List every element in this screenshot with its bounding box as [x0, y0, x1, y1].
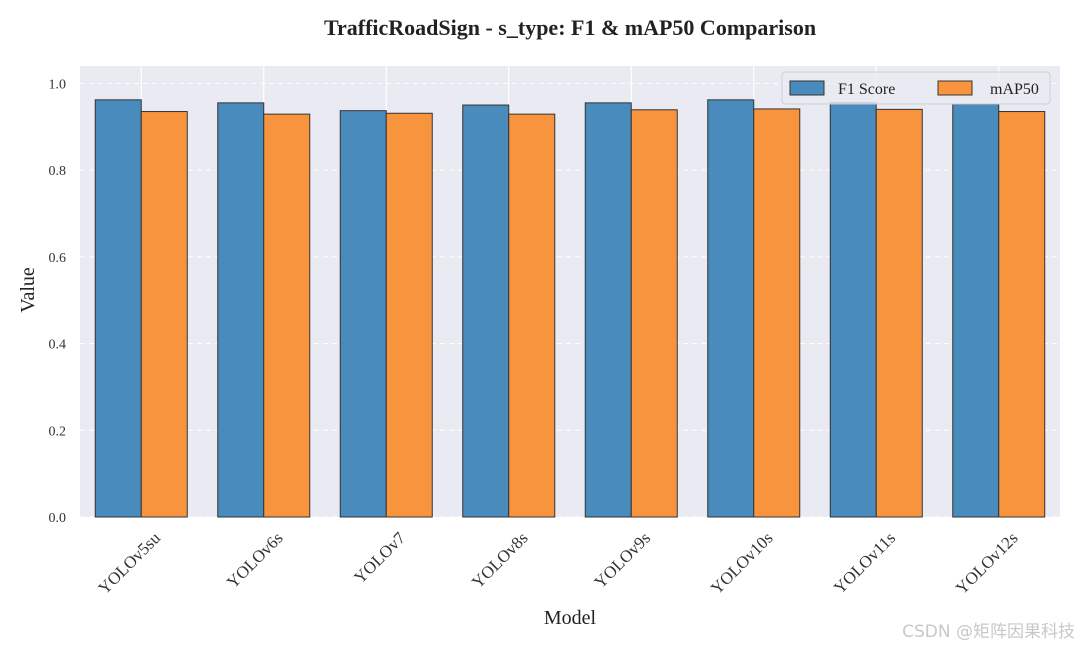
- x-tick-label: YOLOv10s: [707, 528, 777, 598]
- y-tick-label: 0.2: [49, 424, 67, 439]
- x-tick-label: YOLOv7: [350, 528, 409, 587]
- bar-f1-score-yolov12s: [952, 103, 1000, 518]
- legend-label: mAP50: [990, 81, 1039, 98]
- chart-title: TrafficRoadSign - s_type: F1 & mAP50 Com…: [324, 15, 816, 40]
- bar-f1-score-yolov9s: [584, 102, 632, 518]
- y-tick-label: 0.6: [49, 251, 67, 266]
- bar-f1-score-yolov7: [339, 110, 387, 518]
- bar-map50-yolov7: [385, 112, 433, 518]
- bar-map50-yolov6s: [263, 113, 311, 518]
- legend-swatch-map50: [937, 80, 973, 96]
- plot-area: 0.0 0.2 0.4 0.6 0.8 1.0 YOLOv5su YOLOv6s YOLOv7 Y…: [49, 66, 1060, 598]
- bar-f1-score-yolov10s: [707, 99, 755, 518]
- bar-f1-score-yolov5su: [94, 99, 142, 518]
- bar-map50-yolov5su: [140, 111, 188, 518]
- x-axis-label: Model: [544, 607, 597, 629]
- y-tick-label: 0.4: [49, 338, 67, 353]
- bar-f1-score-yolov11s: [829, 102, 877, 518]
- legend-label: F1 Score: [838, 81, 895, 98]
- x-tick-label: YOLOv12s: [952, 528, 1022, 598]
- x-tick-label: YOLOv5su: [95, 528, 165, 598]
- y-tick-label: 0.0: [49, 511, 67, 526]
- bar-map50-yolov12s: [998, 111, 1046, 518]
- x-tick-label: YOLOv8s: [468, 528, 532, 592]
- bar-f1-score-yolov8s: [462, 104, 510, 518]
- legend-swatch-f1-score: [789, 80, 825, 96]
- x-tick-label: YOLOv6s: [223, 528, 287, 592]
- y-tick-label: 1.0: [49, 77, 67, 92]
- legend-box: [781, 71, 1051, 105]
- bar-f1-score-yolov6s: [217, 102, 265, 518]
- bar-map50-yolov11s: [875, 108, 923, 518]
- bar-map50-yolov10s: [753, 108, 801, 518]
- x-tick-label: YOLOv11s: [830, 528, 899, 597]
- y-axis-label: Value: [17, 267, 39, 313]
- x-tick-label: YOLOv9s: [591, 528, 655, 592]
- chart-legend: F1 Score mAP50: [781, 71, 1051, 105]
- y-tick-label: 0.8: [49, 164, 67, 179]
- watermark-text: CSDN @矩阵因果科技: [902, 622, 1075, 642]
- bar-map50-yolov8s: [508, 113, 556, 518]
- bar-map50-yolov9s: [630, 109, 678, 518]
